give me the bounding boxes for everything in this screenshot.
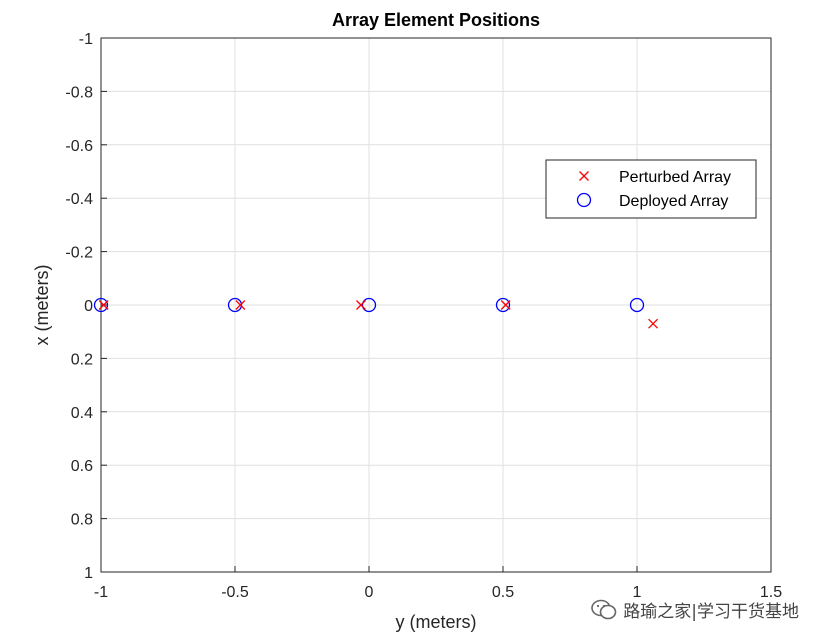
legend-box <box>545 159 757 219</box>
perturbed-point <box>98 300 109 310</box>
y-tick-label: -0.8 <box>65 84 93 101</box>
x-tick-label: 0.5 <box>492 584 514 601</box>
watermark-text: 路瑜之家|学习干货基地 <box>623 602 799 622</box>
perturbed-point-stroke <box>648 318 659 329</box>
y-tick-label: -0.2 <box>65 245 93 262</box>
perturbed-point <box>356 300 366 310</box>
x-tick-label: -1 <box>94 584 108 601</box>
y-tick-label: -0.4 <box>65 191 93 208</box>
legend-label-perturbed: Perturbed Array <box>619 169 731 186</box>
x-axis-label: y (meters) <box>396 612 477 632</box>
perturbed-point-stroke <box>500 300 511 310</box>
perturbed-point-stroke <box>235 300 246 310</box>
legend-label-deployed: Deployed Array <box>619 193 728 210</box>
perturbed-point-stroke <box>98 300 109 310</box>
chart-title: Array Element Positions <box>332 10 540 30</box>
perturbed-point <box>648 318 659 329</box>
deployed-point <box>361 297 377 313</box>
legend-x-marker-stroke <box>579 171 589 181</box>
data-marks <box>93 297 659 329</box>
legend-o-marker <box>576 192 592 208</box>
deployed-point <box>495 297 511 313</box>
y-tick-label: -0.6 <box>65 138 93 155</box>
perturbed-point <box>235 300 246 310</box>
x-tick-label: 0 <box>365 584 374 601</box>
legend-x-marker <box>579 171 589 181</box>
y-tick-label: 0.6 <box>71 458 93 475</box>
x-tick-label: -0.5 <box>221 584 249 601</box>
perturbed-point <box>500 300 511 310</box>
y-tick-label: 0.8 <box>71 512 93 529</box>
y-tick-label: 0.4 <box>71 405 93 422</box>
ticks: -1 -0.5 0 0.5 1 1.5 -1 -0.8 -0.6 -0.4 -0.2 0 0.2 0.4 0… <box>65 31 782 601</box>
grid <box>100 37 772 573</box>
y-tick-label: 1 <box>84 565 93 582</box>
watermark: 路瑜之家|学习干货基地 <box>591 597 799 622</box>
x-tick-label: 1 <box>633 584 642 601</box>
y-tick-label: -1 <box>79 31 93 48</box>
legend: Perturbed Array Deployed Array <box>545 159 757 219</box>
y-tick-label: 0 <box>84 298 93 315</box>
perturbed-point-stroke <box>356 300 366 310</box>
wechat-icon <box>591 599 617 619</box>
deployed-point <box>227 297 243 313</box>
legend-marker-deployed <box>576 192 592 208</box>
x-tick-label: 1.5 <box>760 584 782 601</box>
y-tick-label: 0.2 <box>71 351 93 368</box>
y-axis-label: x (meters) <box>32 265 52 346</box>
legend-marker-perturbed <box>579 171 589 181</box>
deployed-point <box>629 297 645 313</box>
deployed-point <box>93 297 109 313</box>
